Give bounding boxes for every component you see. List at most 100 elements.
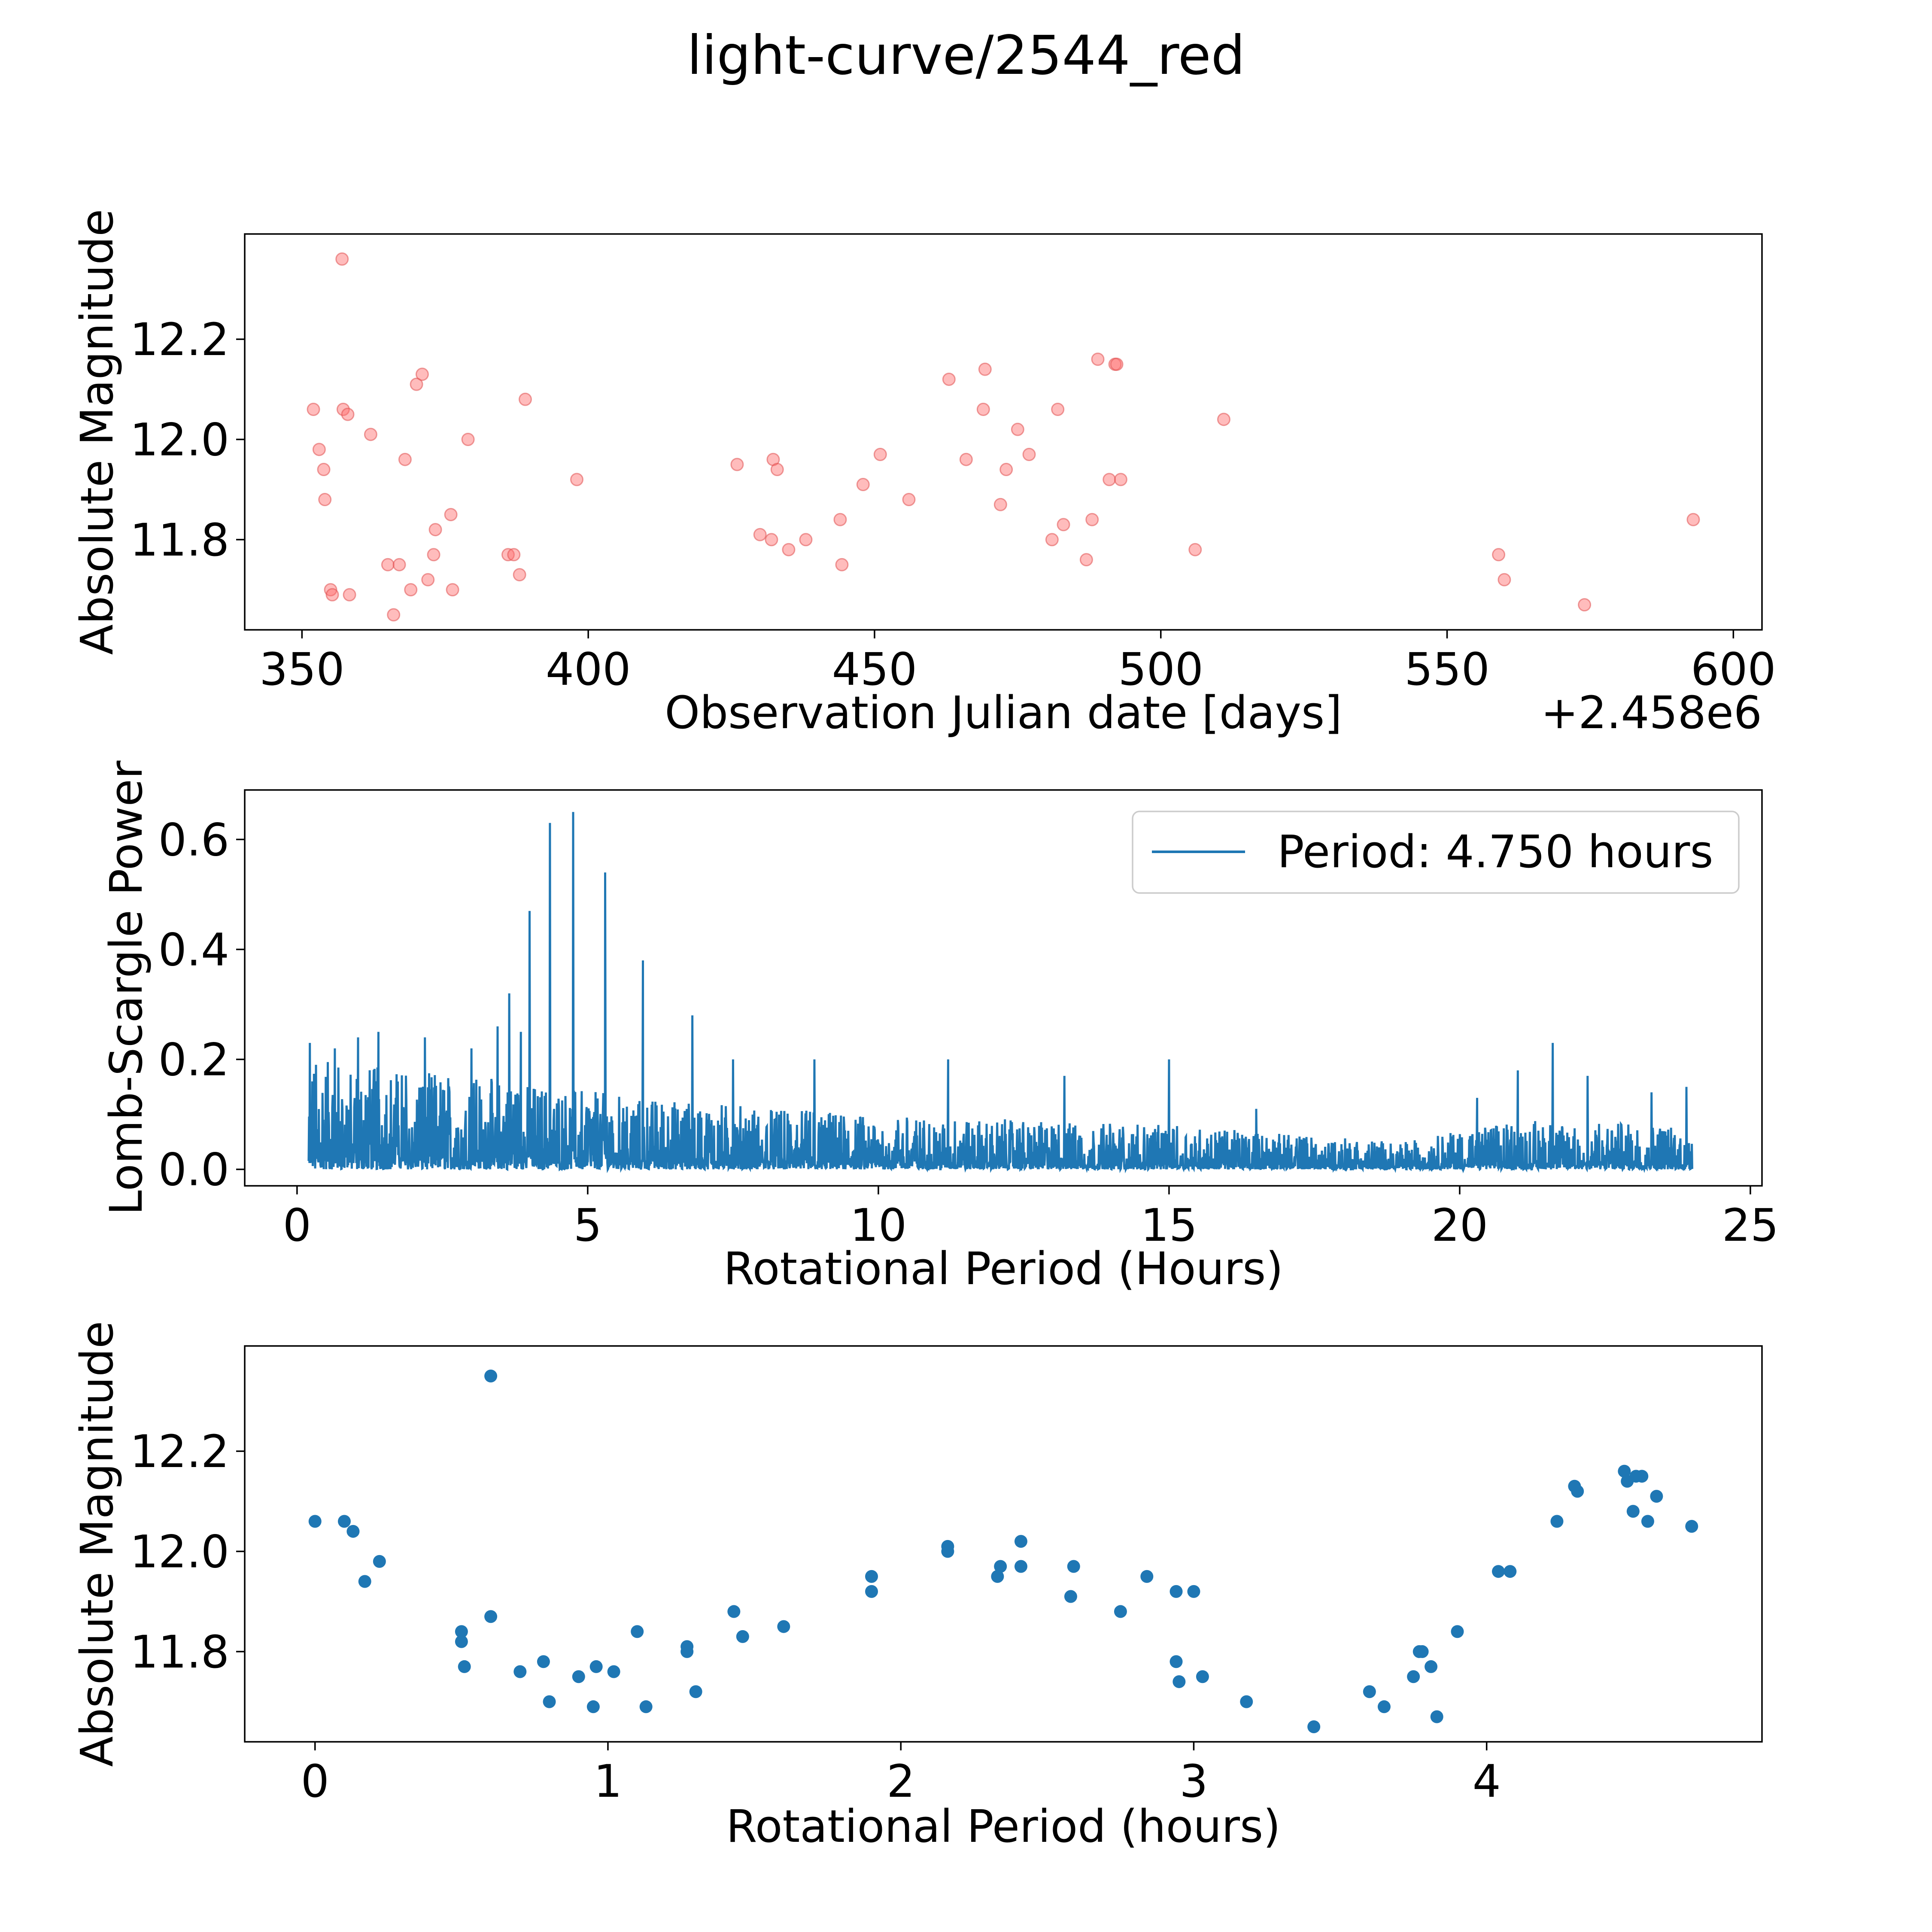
folded-data-point [1650,1490,1663,1503]
raw-data-point [317,463,331,477]
raw-data-point [428,523,442,537]
folded-data-point [537,1655,550,1668]
folded-data-point [1363,1685,1376,1698]
raw-light-curve-x-tick-label: 600 [1691,643,1776,696]
folded-data-point [572,1670,585,1683]
raw-data-point [1011,422,1024,436]
folded-data-point [1451,1625,1464,1638]
raw-data-point [335,252,349,266]
periodogram-y-tick-label: 0.4 [158,923,229,976]
folded-data-point [994,1560,1007,1573]
folded-data-point [1504,1565,1517,1578]
periodogram-x-tick-label: 25 [1722,1199,1779,1252]
raw-light-curve-panel: 350 400 450 500 550 600 11.8 12.0 12.2 Observat… [71,209,1776,739]
folded-data-point [1550,1515,1564,1528]
folded-light-curve-panel: 0 1 2 3 4 11.8 12.0 12.2 Rotational Period (ho… [71,1321,1763,1853]
folded-data-point [1064,1590,1077,1603]
legend-box [1132,811,1740,894]
folded-data-point [865,1585,878,1598]
raw-light-curve-x-label: Observation Julian date [days] [665,687,1342,739]
raw-data-point [410,377,423,391]
folded-data-point [346,1525,360,1538]
periodogram-y-label: Lomb-Scargle Power [100,760,152,1215]
raw-data-point [753,528,767,541]
raw-data-point [1498,573,1511,586]
folded-data-point [1492,1565,1505,1578]
folded-data-point [1685,1520,1698,1533]
folded-light-curve-y-tick-label: 12.2 [130,1425,229,1478]
raw-data-point [427,548,440,562]
folded-light-curve-y-label: Absolute Magnitude [71,1321,123,1767]
periodogram-y-tick-label: 0.0 [158,1144,229,1196]
raw-data-point [833,513,847,526]
raw-data-point [341,407,355,421]
raw-data-point [1103,473,1116,486]
folded-data-point [455,1625,468,1638]
folded-data-point [1014,1535,1027,1548]
folded-data-point [1170,1585,1183,1598]
raw-data-point [1045,533,1059,547]
raw-data-point [1217,413,1230,426]
raw-data-point [404,583,418,597]
raw-light-curve-x-tick-label: 450 [832,643,917,696]
folded-data-point [941,1545,954,1558]
folded-light-curve-points [308,1370,1698,1733]
folded-data-point [358,1575,371,1588]
raw-data-point [1085,513,1099,526]
legend-label: Period: 4.750 hours [1277,826,1713,878]
folded-data-point [1014,1560,1027,1573]
folded-data-point [455,1635,468,1648]
folded-data-point [373,1555,386,1568]
folded-light-curve-x-label: Rotational Period (hours) [726,1800,1281,1853]
raw-data-point [993,498,1007,511]
folded-data-point [689,1685,702,1698]
raw-data-point [570,473,583,486]
periodogram-x-tick-label: 15 [1141,1199,1197,1252]
raw-data-point [976,402,990,416]
raw-data-point [770,463,784,477]
folded-light-curve-y-ticks: 11.8 12.0 12.2 [130,1425,245,1678]
raw-light-curve-frame [244,233,1763,631]
folded-light-curve-x-tick-label: 3 [1179,1755,1208,1807]
folded-data-point [1416,1645,1429,1658]
raw-data-point [1110,357,1124,371]
raw-data-point [942,372,956,386]
folded-data-point [308,1515,322,1528]
raw-data-point [343,588,356,601]
raw-data-point [307,402,320,416]
raw-data-point [364,428,377,441]
folded-data-point [680,1645,694,1658]
raw-data-point [415,368,429,381]
periodogram-x-ticks: 0 5 10 15 20 25 [283,1186,1779,1252]
folded-data-point [727,1605,741,1618]
raw-data-point [461,433,475,447]
folded-data-point [589,1660,603,1673]
raw-data-point [336,402,350,416]
folded-data-point [543,1695,556,1708]
folded-light-curve-x-tick-label: 0 [301,1755,329,1807]
folded-data-point [1377,1700,1391,1713]
folded-data-point [1114,1605,1127,1618]
raw-data-point [959,453,973,466]
periodogram-x-label: Rotational Period (Hours) [723,1242,1283,1295]
folded-light-curve-x-ticks: 0 1 2 3 4 [301,1742,1501,1807]
raw-data-point [873,448,887,462]
raw-data-point [381,558,395,571]
raw-data-point [799,533,813,547]
raw-data-point [856,478,870,492]
raw-data-point [444,508,458,522]
periodogram-x-tick-label: 10 [850,1199,907,1252]
periodogram-x-tick-label: 5 [574,1199,602,1252]
figure-title: light-curve/2544_red [687,24,1245,87]
periodogram-x-tick-label: 20 [1431,1199,1488,1252]
folded-data-point [513,1665,527,1678]
periodogram-y-tick-label: 0.6 [158,814,229,866]
raw-data-point [1114,473,1127,486]
raw-data-point [392,558,406,571]
periodogram-legend: Period: 4.750 hours [1132,811,1740,894]
raw-data-point [1079,553,1093,567]
folded-data-point [337,1515,351,1528]
folded-data-point [1240,1695,1253,1708]
folded-data-point [1430,1710,1443,1723]
